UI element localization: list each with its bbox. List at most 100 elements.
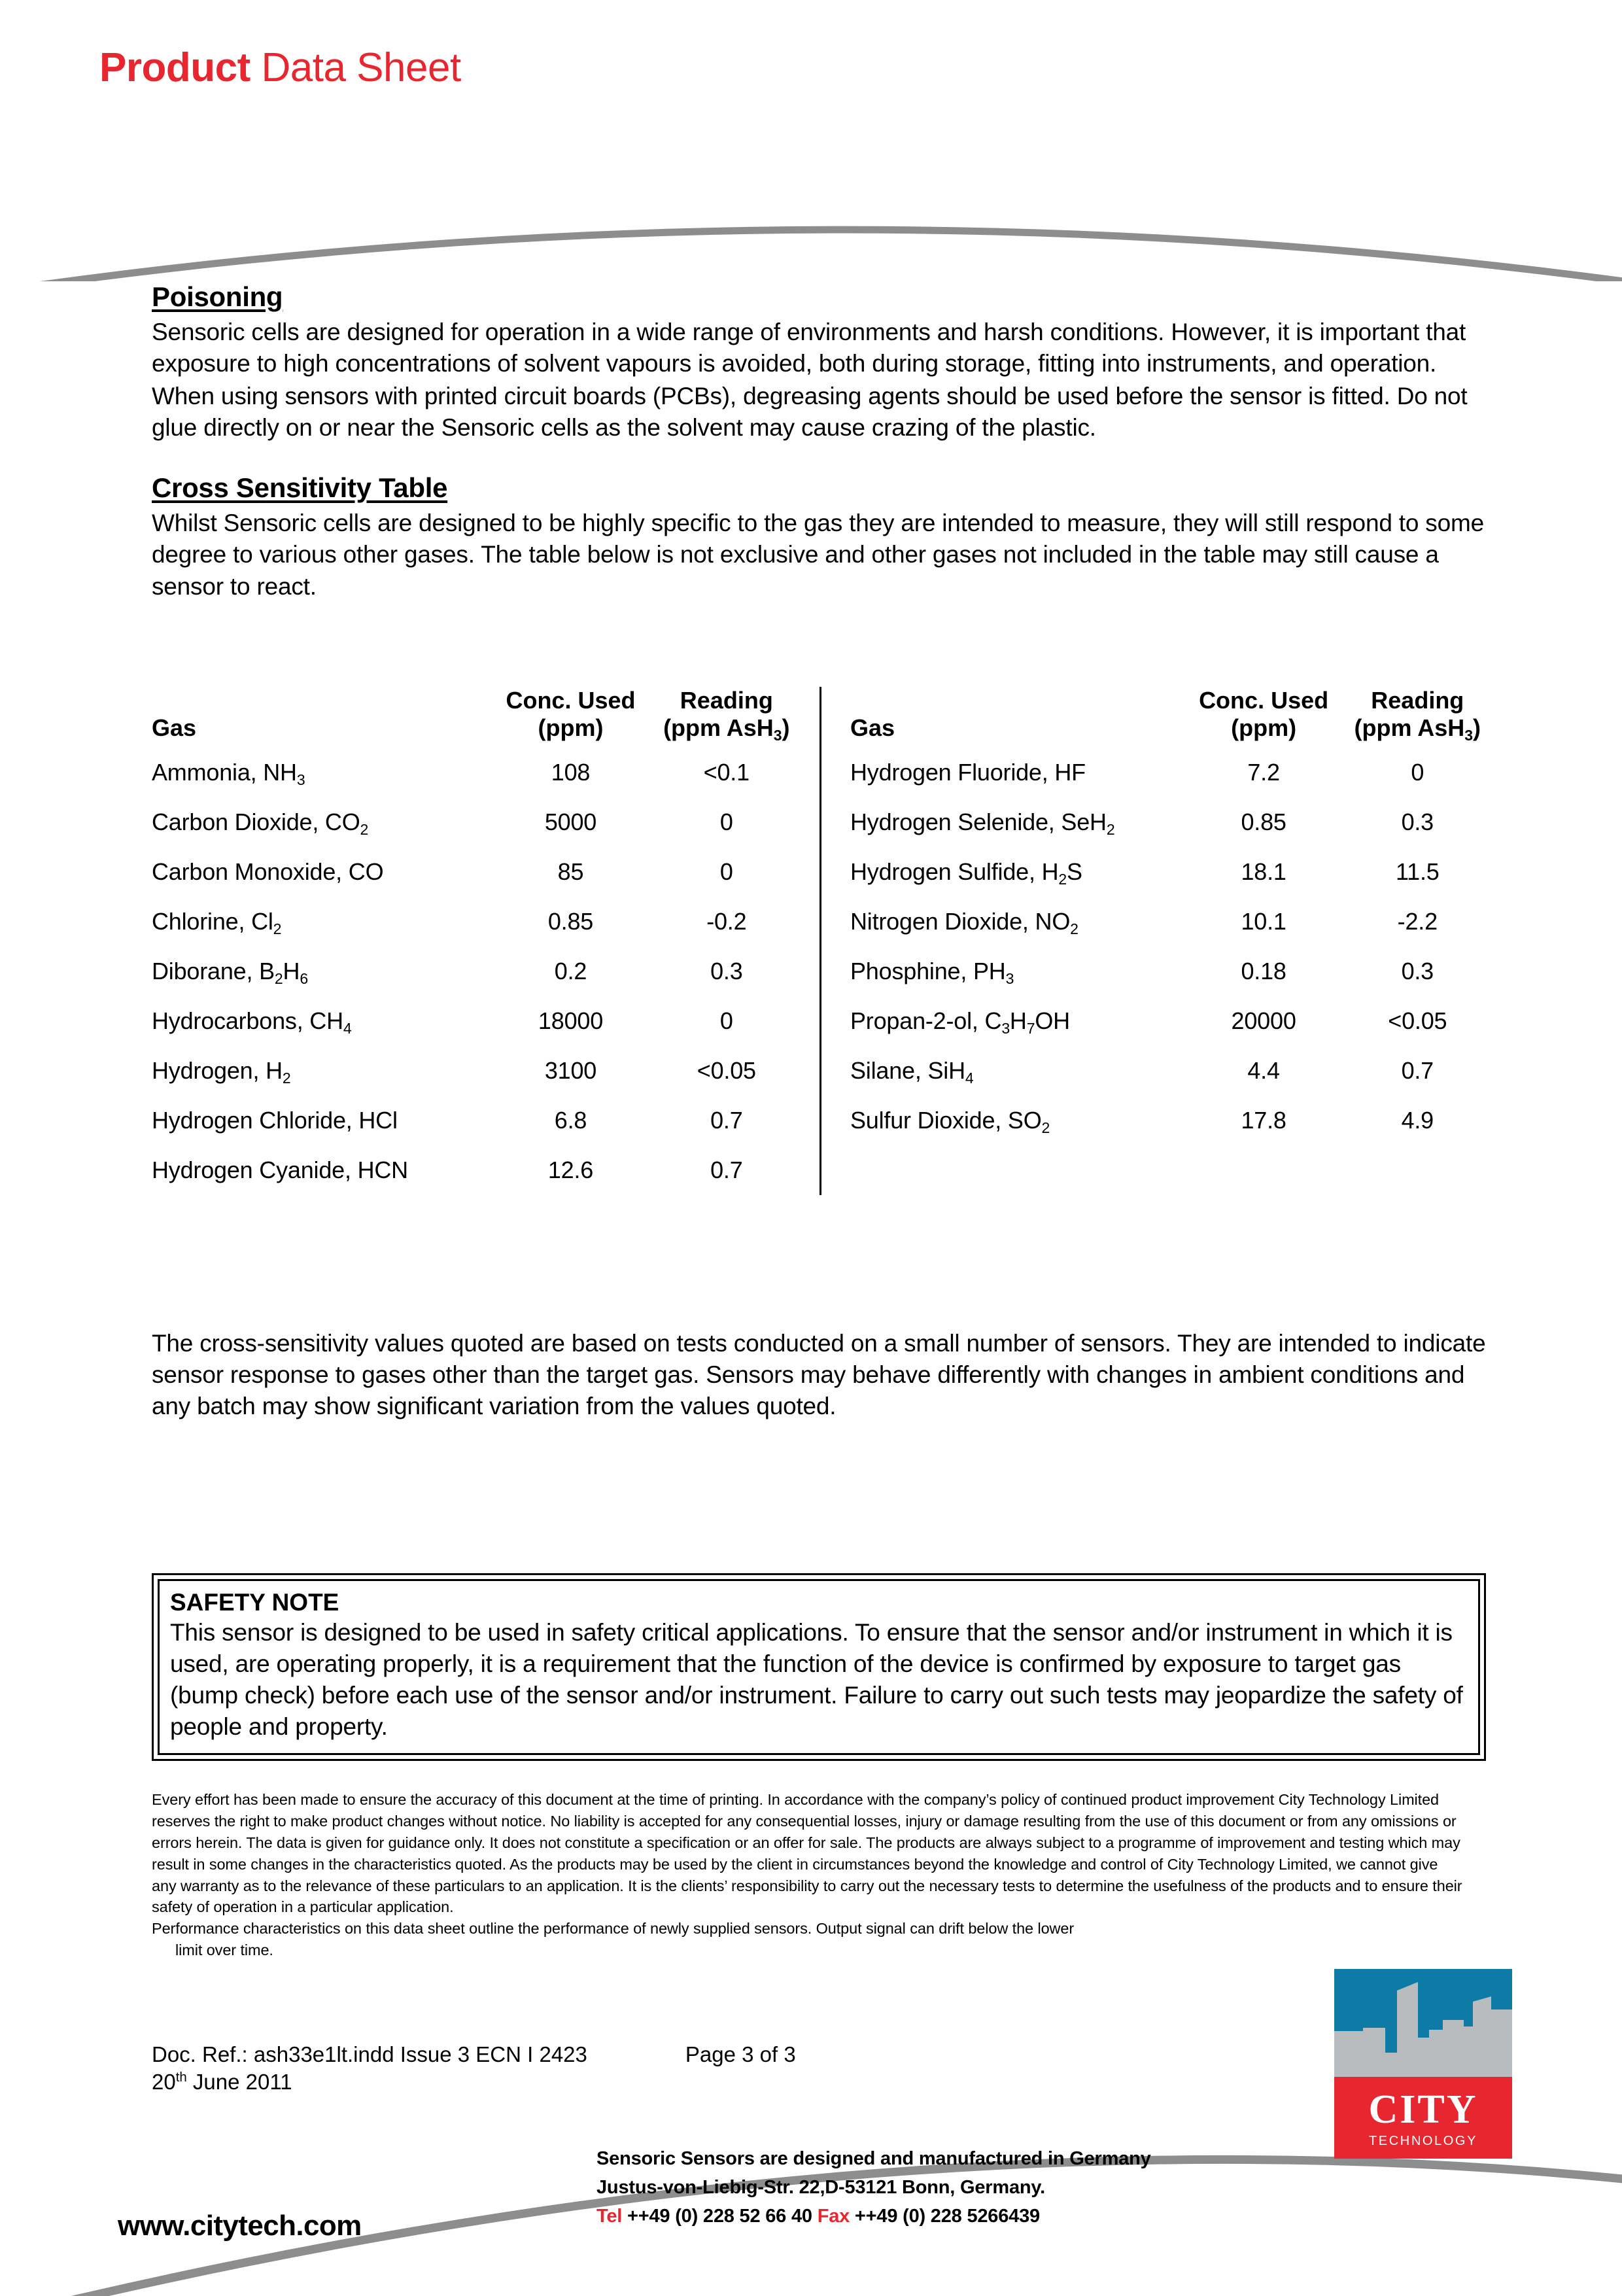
table-row: Carbon Monoxide, CO 85 0	[152, 847, 801, 897]
fax-label: Fax	[817, 2206, 850, 2227]
cell-conc-used: 0.85	[1241, 808, 1286, 835]
disclaimer: Every effort has been made to ensure the…	[152, 1789, 1466, 1961]
table-row: Hydrogen Chloride, HCl 6.8 0.7	[152, 1096, 801, 1145]
cell-gas: Hydrocarbons, CH4	[152, 996, 489, 1046]
logo-red-block	[1334, 2077, 1512, 2159]
safety-note-title: SAFETY NOTE	[170, 1589, 339, 1616]
cell-conc-used: 4.4	[1247, 1056, 1280, 1084]
doc-date-day: 20	[152, 2070, 176, 2095]
main-content: Poisoning Sensoric cells are designed fo…	[152, 281, 1486, 604]
gas-subscript: 4	[965, 1069, 974, 1087]
reading-header-line2: (ppm AsH3)	[663, 714, 789, 744]
cell-gas: Ammonia, NH3	[152, 748, 489, 797]
gas-name-main: Hydrogen Selenide, SeH	[850, 808, 1107, 835]
logo-technology-text: TECHNOLOGY	[1368, 2134, 1478, 2148]
reading-unit-sub: 3	[1464, 727, 1474, 744]
cell-gas: Hydrogen Cyanide, HCN	[152, 1145, 489, 1195]
doc-date-ordinal: th	[175, 2070, 187, 2085]
column-header-reading: Reading (ppm AsH3)	[1344, 687, 1491, 748]
disclaimer-paragraph-3: limit over time.	[175, 1941, 273, 1959]
cell-reading: 11.5	[1395, 858, 1440, 885]
table-row: Propan-2-ol, C3H7OH 20000 <0.05	[850, 996, 1491, 1046]
gas-subscript: 2	[274, 969, 283, 987]
gas-subscript-2: 6	[300, 969, 308, 987]
disclaimer-paragraph-2: Performance characteristics on this data…	[152, 1920, 1075, 1938]
gas-subscript: 2	[1106, 820, 1115, 838]
table-row: Phosphine, PH3 0.18 0.3	[850, 947, 1491, 996]
conc-header-line1: Conc. Used	[1199, 687, 1329, 714]
cell-gas: Chlorine, Cl2	[152, 897, 489, 947]
cell-conc-used: 108	[551, 758, 591, 786]
doc-ref-text: Doc. Ref.: ash33e1lt.indd Issue 3 ECN I …	[152, 2042, 587, 2066]
gas-name-main: Phosphine, PH	[850, 957, 1006, 984]
gas-name-main: Hydrogen Fluoride, HF	[850, 758, 1086, 786]
cell-conc-used: 6.8	[554, 1106, 587, 1134]
cell-conc-used: 18.1	[1241, 858, 1286, 885]
cell-reading: -0.2	[706, 907, 747, 935]
cell-reading: 4.9	[1401, 1106, 1434, 1134]
page-title-bold: Product	[99, 45, 250, 90]
conc-header-line2: (ppm)	[538, 714, 604, 742]
table-row: Diborane, B2H6 0.2 0.3	[152, 947, 801, 996]
top-decorative-arc	[40, 226, 1622, 281]
website-url[interactable]: www.citytech.com	[118, 2210, 362, 2242]
table-row: Ammonia, NH3 108 <0.1	[152, 748, 801, 797]
doc-date: 20th June 2011	[152, 2070, 292, 2094]
cell-reading: 0	[1411, 758, 1424, 786]
cell-gas: Phosphine, PH3	[850, 947, 1184, 996]
cell-gas: Silane, SiH4	[850, 1046, 1184, 1096]
cross-sensitivity-note-text: The cross-sensitivity values quoted are …	[152, 1330, 1486, 1420]
safety-note-inner: SAFETY NOTE This sensor is designed to b…	[158, 1579, 1480, 1756]
table-header-row: Gas Conc. Used (ppm) Reading (ppm AsH3)	[850, 687, 1491, 748]
cross-sensitivity-table-left: Gas Conc. Used (ppm) Reading (ppm AsH3) …	[152, 687, 821, 1195]
gas-name-main: Silane, SiH	[850, 1056, 965, 1084]
reading-header-line1: Reading	[680, 687, 773, 714]
cross-sensitivity-table-right: Gas Conc. Used (ppm) Reading (ppm AsH3) …	[821, 687, 1491, 1195]
section-gap	[152, 445, 1486, 472]
cell-reading: <0.05	[697, 1056, 756, 1084]
cell-reading: 0	[719, 1007, 733, 1034]
cell-conc-used: 20000	[1231, 1007, 1296, 1034]
gas-name-main: Hydrogen Cyanide, HCN	[152, 1156, 408, 1183]
poisoning-paragraph-2: When using sensors with printed circuit …	[152, 383, 1468, 442]
reading-unit-pre: (ppm AsH	[663, 714, 774, 742]
conc-header-line2: (ppm)	[1231, 714, 1297, 742]
cell-reading: 0.7	[1401, 1056, 1434, 1084]
gas-subscript: 2	[360, 820, 369, 838]
cell-gas: Diborane, B2H6	[152, 947, 489, 996]
cell-reading: 0.3	[1401, 808, 1434, 835]
gas-name-cont: H	[1009, 1007, 1027, 1034]
cell-reading: <0.1	[703, 758, 750, 786]
gas-name-main: Diborane, B	[152, 957, 275, 984]
column-header-gas: Gas	[152, 714, 197, 742]
gas-subscript: 3	[1005, 969, 1014, 987]
reading-unit-post: )	[1473, 714, 1481, 742]
table-row: Hydrogen Sulfide, H2S 18.1 11.5	[850, 847, 1491, 897]
contact-details: Sensoric Sensors are designed and manufa…	[596, 2144, 1151, 2231]
table-row: Chlorine, Cl2 0.85 -0.2	[152, 897, 801, 947]
cell-reading: -2.2	[1397, 907, 1438, 935]
cell-conc-used: 85	[557, 858, 584, 885]
gas-name-main: Carbon Monoxide, CO	[152, 858, 384, 885]
cell-gas: Carbon Dioxide, CO2	[152, 797, 489, 847]
contact-line-manufacture: Sensoric Sensors are designed and manufa…	[596, 2148, 1151, 2169]
cell-reading: 0.3	[710, 957, 743, 984]
cell-reading: 0.7	[710, 1156, 743, 1183]
contact-line-address: Justus-von-Liebig-Str. 22,D-53121 Bonn, …	[596, 2177, 1046, 2199]
gas-name-cont: H	[283, 957, 300, 984]
gas-name-main: Carbon Dioxide, CO	[152, 808, 360, 835]
cell-conc-used: 7.2	[1247, 758, 1280, 786]
cell-gas: Hydrogen, H2	[152, 1046, 489, 1096]
gas-subscript: 4	[343, 1019, 352, 1037]
gas-subscript: 3	[296, 771, 305, 788]
gas-name-main: Hydrogen Sulfide, H	[850, 858, 1059, 885]
table-row: Carbon Dioxide, CO2 5000 0	[152, 797, 801, 847]
page-number: Page 3 of 3	[685, 2042, 796, 2066]
cell-conc-used: 0.85	[547, 907, 594, 935]
table-row: Hydrogen, H2 3100 <0.05	[152, 1046, 801, 1096]
gas-name-main: Hydrogen, H	[152, 1056, 283, 1084]
cross-sensitivity-intro: Whilst Sensoric cells are designed to be…	[152, 510, 1484, 600]
cell-reading: <0.05	[1388, 1007, 1447, 1034]
cell-gas: Hydrogen Fluoride, HF	[850, 748, 1184, 797]
cell-gas: Carbon Monoxide, CO	[152, 847, 489, 897]
